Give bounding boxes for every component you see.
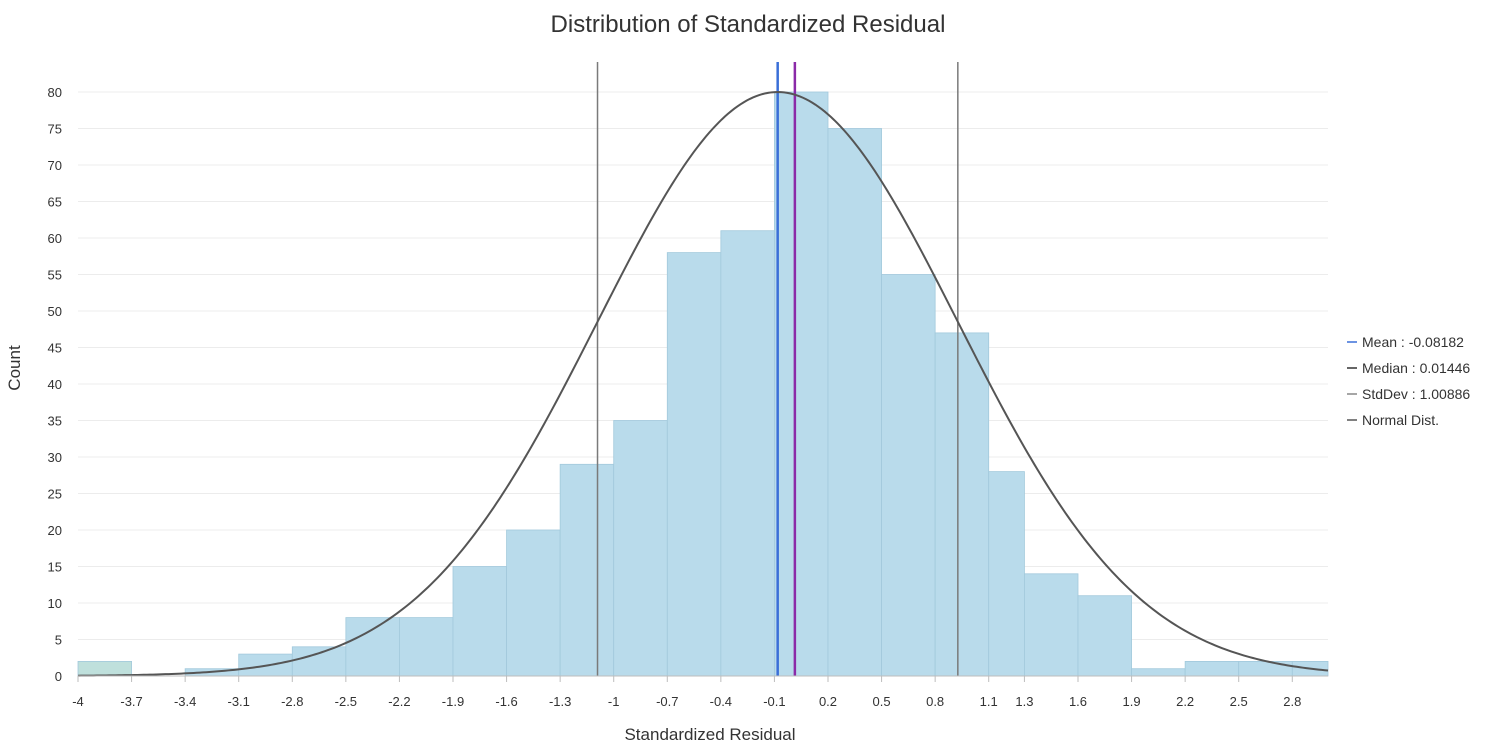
y-tick-label: 20	[48, 523, 62, 538]
histogram-bar	[1131, 668, 1186, 677]
x-tick-label: -1.9	[442, 694, 464, 709]
normal-curve-group	[77, 90, 1329, 677]
x-tick-label: 0.2	[819, 694, 837, 709]
histogram-bar	[720, 230, 775, 677]
x-tick-label: -3.1	[228, 694, 250, 709]
x-tick-label: 1.6	[1069, 694, 1087, 709]
y-axis-ticks: 0 5 10 15 20 25 30 35 40 45 50 55 60 65 70 75 80	[48, 85, 62, 684]
y-tick-label: 5	[55, 633, 62, 648]
x-tick-label: 2.5	[1230, 694, 1248, 709]
legend-label-mean: Mean : -0.08182	[1362, 334, 1464, 350]
histogram-bar	[827, 128, 882, 677]
y-tick-label: 0	[55, 669, 62, 684]
y-tick-label: 15	[48, 560, 62, 575]
y-tick-label: 70	[48, 158, 62, 173]
histogram-bar	[1238, 661, 1293, 677]
x-tick-label: -0.1	[763, 694, 785, 709]
histogram-bar	[452, 566, 507, 677]
x-tick-label: -1	[608, 694, 620, 709]
x-tick-label: -1.6	[495, 694, 517, 709]
y-tick-label: 35	[48, 414, 62, 429]
histogram-bar	[613, 420, 668, 677]
x-tick-label: 1.9	[1123, 694, 1141, 709]
y-tick-label: 80	[48, 85, 62, 100]
histogram-bar	[345, 617, 400, 677]
x-tick-label: -3.7	[120, 694, 142, 709]
x-tick-label: -1.3	[549, 694, 571, 709]
x-tick-label: 2.2	[1176, 694, 1194, 709]
y-tick-label: 50	[48, 304, 62, 319]
legend: Mean : -0.08182 Median : 0.01446 StdDev : …	[1347, 334, 1470, 428]
x-tick-label: -0.7	[656, 694, 678, 709]
histogram-bar	[506, 529, 561, 677]
y-tick-label: 40	[48, 377, 62, 392]
y-tick-label: 10	[48, 596, 62, 611]
x-tick-label: 1.1	[980, 694, 998, 709]
normal-distribution-curve	[77, 90, 1329, 677]
x-tick-label: 2.8	[1283, 694, 1301, 709]
x-tick-label: -3.4	[174, 694, 196, 709]
x-tick-label: -0.4	[710, 694, 732, 709]
y-tick-label: 75	[48, 122, 62, 137]
x-tick-label: 1.3	[1015, 694, 1033, 709]
histogram-bar	[774, 91, 829, 677]
histogram-bar	[1184, 661, 1240, 677]
x-tick-label: -2.8	[281, 694, 303, 709]
histogram-bar	[1077, 595, 1132, 677]
y-tick-label: 45	[48, 341, 62, 356]
y-tick-label: 60	[48, 231, 62, 246]
histogram-bar	[988, 471, 1025, 677]
y-tick-label: 30	[48, 450, 62, 465]
histogram-bar	[881, 274, 936, 677]
histogram-bar	[666, 252, 722, 677]
x-tick-label: -4	[72, 694, 84, 709]
legend-label-stddev: StdDev : 1.00886	[1362, 386, 1470, 402]
histogram-bar	[1024, 573, 1079, 677]
histogram-bars	[77, 91, 1329, 677]
y-tick-label: 65	[48, 195, 62, 210]
stat-lines	[596, 62, 959, 676]
x-tick-label: 0.8	[926, 694, 944, 709]
histogram-bar	[559, 463, 615, 677]
legend-label-median: Median : 0.01446	[1362, 360, 1470, 376]
histogram-bar	[77, 661, 132, 677]
y-axis-label: Count	[5, 345, 24, 391]
x-axis-ticks: -4 -3.7 -3.4 -3.1 -2.8 -2.5 -2.2 -1.9 -1.6 -1.3 -1…	[72, 676, 1301, 709]
x-tick-label: -2.5	[335, 694, 357, 709]
histogram-bar	[934, 332, 990, 677]
x-axis-label: Standardized Residual	[624, 725, 795, 744]
histogram-bar	[399, 617, 454, 677]
y-tick-label: 25	[48, 487, 62, 502]
legend-label-normal: Normal Dist.	[1362, 412, 1439, 428]
x-tick-label: 0.5	[873, 694, 891, 709]
x-tick-label: -2.2	[388, 694, 410, 709]
y-tick-label: 55	[48, 268, 62, 283]
chart-title: Distribution of Standardized Residual	[551, 11, 946, 38]
histogram-bar	[291, 646, 347, 677]
